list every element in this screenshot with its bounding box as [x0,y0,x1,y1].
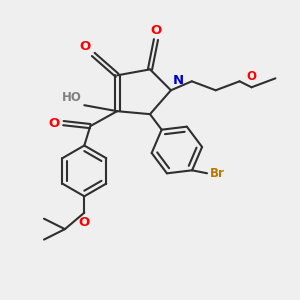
Text: O: O [79,216,90,229]
Text: O: O [80,40,91,53]
Text: HO: HO [61,91,81,104]
Text: O: O [247,70,256,83]
Text: O: O [49,117,60,130]
Text: O: O [150,24,162,37]
Text: N: N [172,74,184,87]
Text: Br: Br [209,167,224,180]
